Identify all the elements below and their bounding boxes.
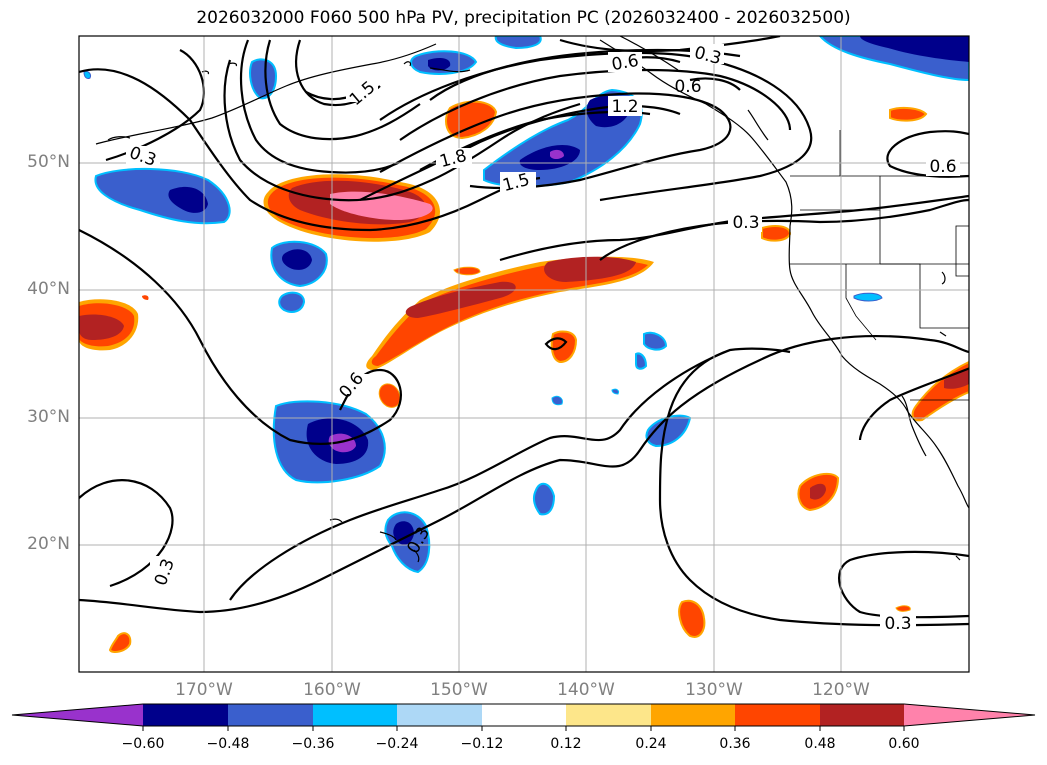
colorbar-segment: [566, 704, 652, 726]
colorbar-segment: [143, 704, 229, 726]
lon-label-140w: 140°W: [557, 680, 615, 700]
contour-label: 0.3: [732, 213, 759, 233]
lon-label-120w: 120°W: [812, 680, 870, 700]
colorbar-segment: [228, 704, 314, 726]
lat-label-20n: 20°N: [27, 534, 70, 554]
map-area: 0.3 0.6 1.5 1.8 1.2 0.6 1.5 0.3 0.6 0.3 …: [79, 36, 969, 672]
contour-labels: 0.3 0.6 1.5 1.8 1.2 0.6 1.5 0.3 0.6 0.3 …: [126, 43, 960, 634]
lat-label-30n: 30°N: [27, 407, 70, 427]
colorbar-segment: [651, 704, 736, 726]
colorbar-segment: [820, 704, 905, 726]
colorbar-segment: [313, 704, 398, 726]
colorbar-tick-label: −0.48: [206, 736, 250, 752]
contour-label: 0.6: [674, 77, 701, 97]
lon-label-160w: 160°W: [303, 680, 361, 700]
colorbar-tick-label: 0.12: [550, 736, 582, 752]
pv-contours: [79, 36, 969, 627]
map-title: 2026032000 F060 500 hPa PV, precipitatio…: [196, 8, 851, 28]
colorbar-segment: [397, 704, 483, 726]
colorbar-tick-label: −0.36: [291, 736, 335, 752]
colorbar-tick-label: −0.24: [375, 736, 419, 752]
colorbar-segment: [12, 704, 143, 726]
colorbar-tick-label: 0.60: [888, 736, 920, 752]
contour-label: 0.3: [884, 614, 911, 634]
colorbar-segment: [904, 704, 1035, 726]
lon-label-170w: 170°W: [175, 680, 233, 700]
contour-label: 0.6: [610, 51, 640, 75]
precip-max-pink: [330, 191, 433, 220]
colorbar-tick-label: 0.48: [804, 736, 836, 752]
contour-label: 0.6: [929, 157, 956, 177]
colorbar: [11, 703, 1036, 731]
colorbar-segment: [482, 704, 567, 726]
lat-label-40n: 40°N: [27, 279, 70, 299]
lon-label-150w: 150°W: [430, 680, 488, 700]
colorbar-tick-label: 0.36: [719, 736, 751, 752]
lon-label-130w: 130°W: [685, 680, 743, 700]
colorbar-tick-label: −0.60: [121, 736, 165, 752]
map-frame: [78, 35, 970, 673]
colorbar-segment: [735, 704, 821, 726]
lat-label-50n: 50°N: [27, 152, 70, 172]
colorbar-tick-label: 0.24: [635, 736, 667, 752]
precip-shading: [79, 36, 969, 653]
gridlines: [79, 36, 969, 672]
colorbar-tick-label: −0.12: [460, 736, 504, 752]
contour-label: 1.2: [611, 97, 638, 117]
